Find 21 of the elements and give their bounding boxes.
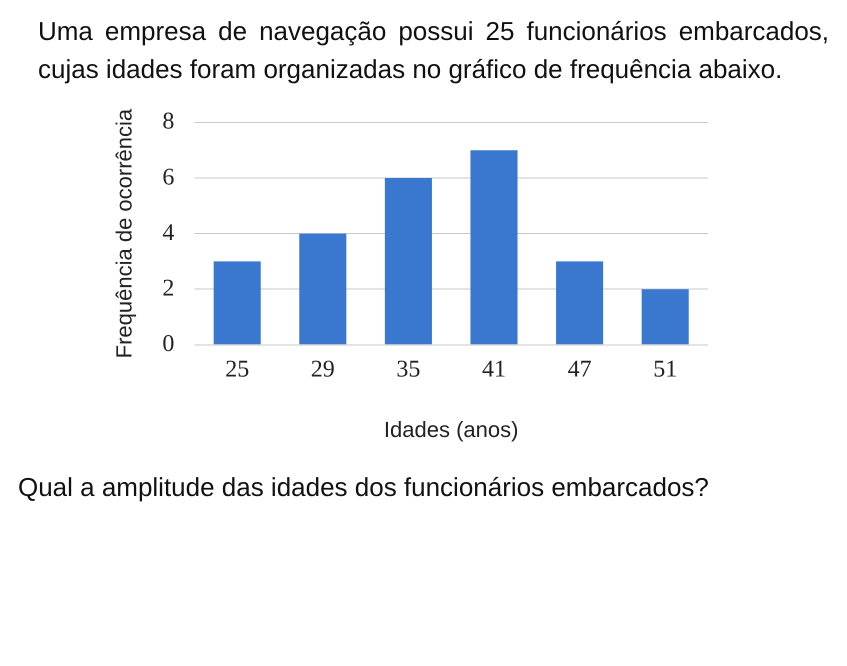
bar (642, 289, 689, 344)
y-axis-title: Frequência de ocorrência (111, 108, 136, 358)
y-tick-label: 6 (162, 164, 174, 190)
text: Qual a amplitude das idades dos funcionários embarcados? (17, 471, 710, 504)
y-tick-label: 4 (162, 220, 174, 246)
x-tick-label: 35 (396, 356, 420, 382)
bar (556, 261, 604, 344)
x-tick-label: 29 (310, 356, 335, 382)
y-tick-label: 0 (162, 331, 174, 358)
x-tick-label: 47 (568, 356, 592, 382)
bar (299, 234, 346, 344)
x-axis-title: Idades (anos) (384, 416, 518, 442)
bar (470, 150, 518, 344)
bar (384, 178, 432, 344)
chart-title: Uma empresa de navegação possui 25 funcionários embarcados, cujas idades foram organizadas no gráfico de frequência abaixo. (37, 15, 830, 86)
y-tick-label: 8 (162, 108, 174, 135)
x-tick-label: 51 (653, 356, 678, 382)
bar (214, 261, 261, 344)
x-tick-label: 25 (225, 356, 250, 382)
y-tick-label: 2 (162, 275, 174, 302)
x-tick-label: 41 (482, 356, 506, 382)
